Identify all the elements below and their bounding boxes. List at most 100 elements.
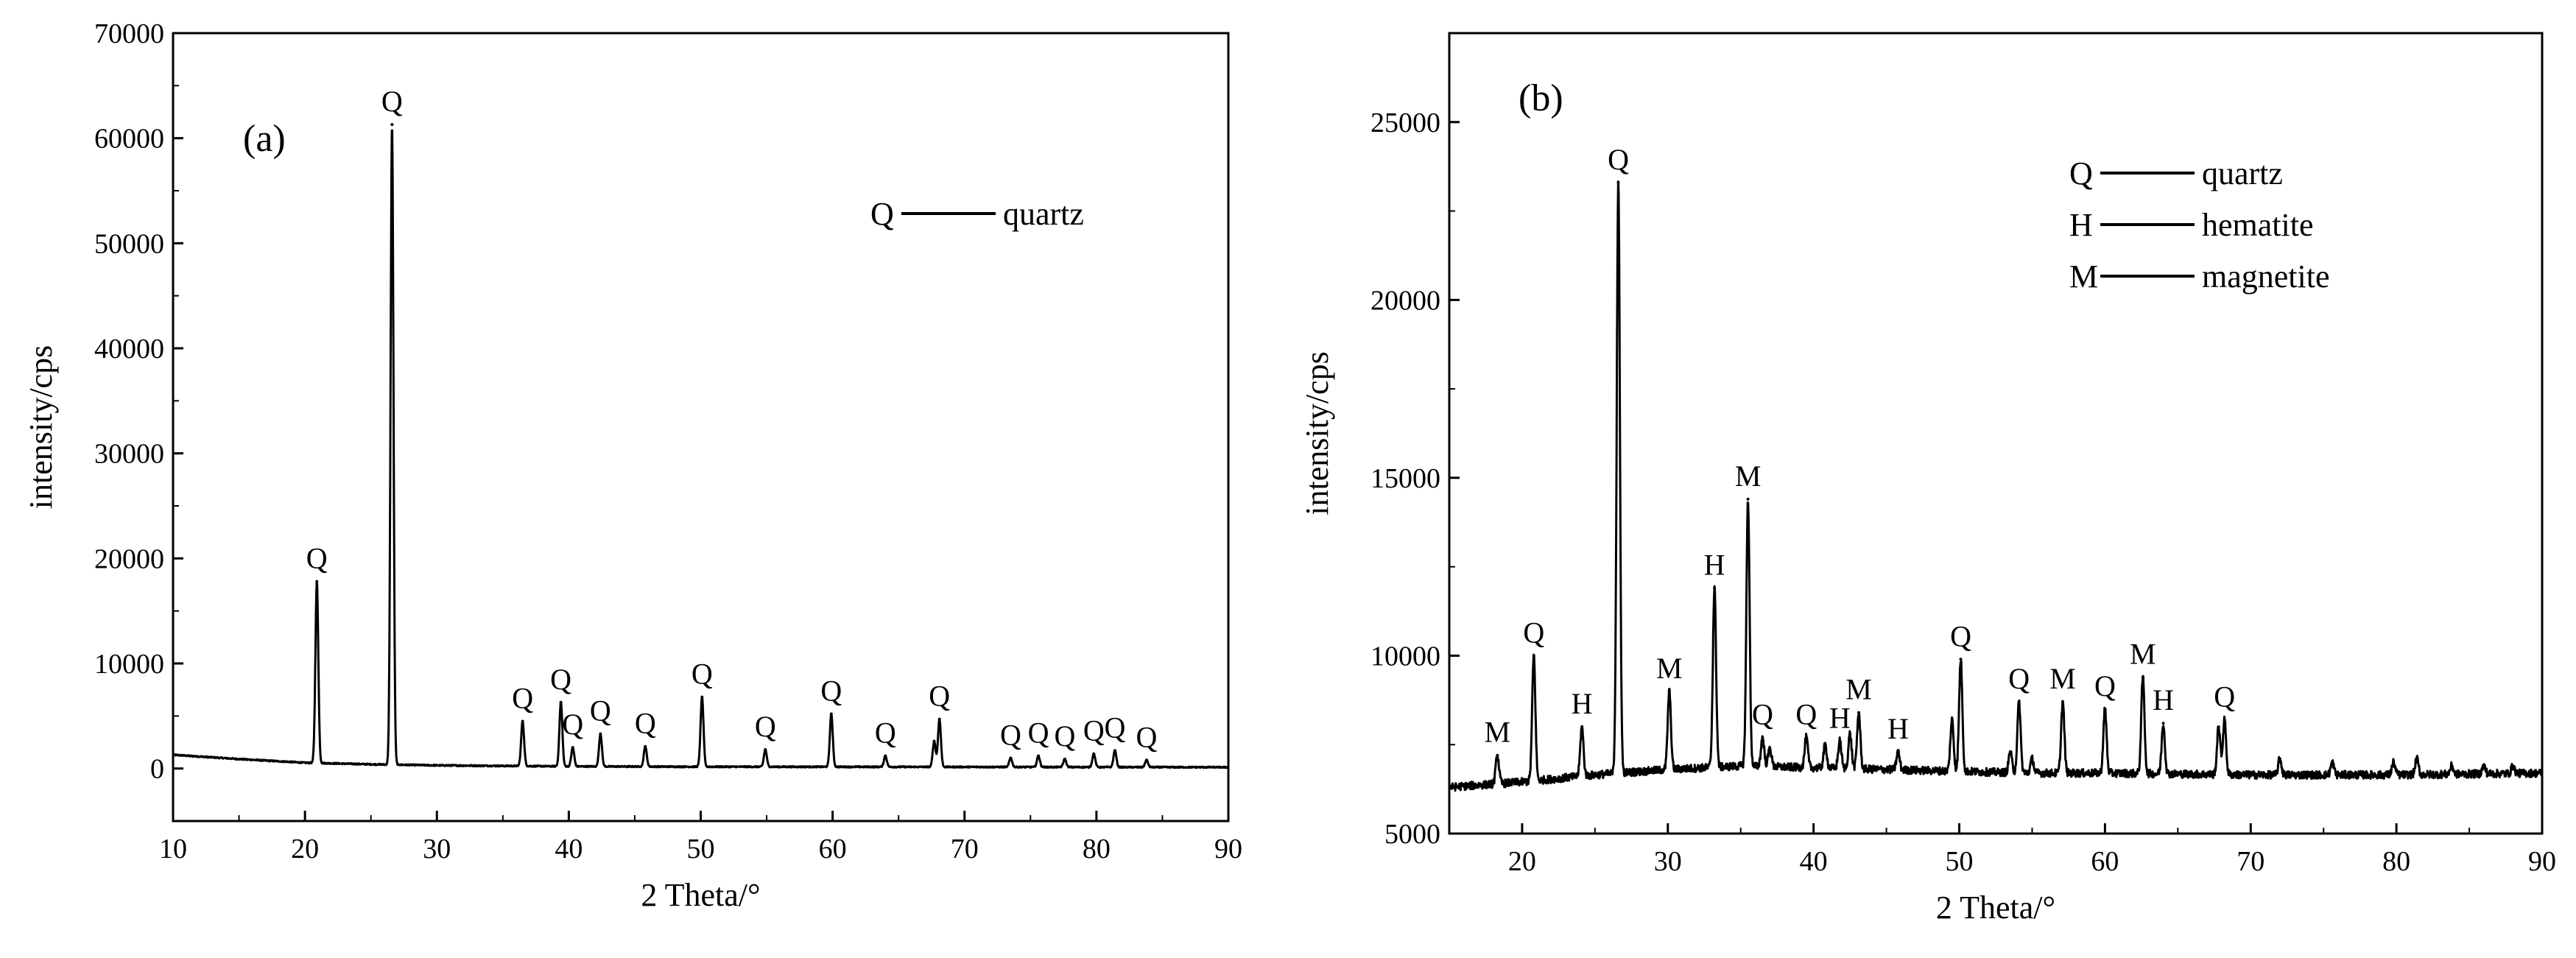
y-axis-title: intensity/cps [1299,351,1335,515]
peak-point [521,719,524,723]
x-tick-label: 70 [951,834,979,864]
legend-key: Q [870,196,894,232]
x-tick-label: 40 [1800,846,1828,877]
x-tick-label: 10 [159,834,187,864]
x-tick-label: 80 [2382,846,2410,877]
peak-label: Q [1950,619,1971,652]
legend-key: H [2069,207,2093,243]
peak-label: M [2049,662,2076,695]
peak-point [2061,700,2065,704]
panel-label: (b) [1518,77,1563,119]
peak-point [315,580,319,583]
peak-label: Q [820,674,842,707]
y-tick-label: 60000 [94,124,164,155]
x-tick-label: 80 [1083,834,1111,864]
peak-point [2482,764,2485,768]
peak-point [1580,725,1584,729]
diffraction-trace [172,129,1230,769]
peak-point [2008,750,2012,753]
peak-label: Q [550,663,571,696]
peak-point [1838,739,1842,743]
peak-point [829,712,833,716]
peak-point [390,123,394,127]
peak-point [1896,750,1900,753]
x-tick-label: 90 [2528,846,2556,877]
peak-point [1063,757,1066,761]
y-axis-title: intensity/cps [23,345,59,509]
peak-point [700,695,704,699]
chart-panel-a: 10 20 30 40 50 60 70 80 90 0 10000 20000 30000 40000 5… [23,18,1242,913]
peak-label: Q [755,710,776,743]
peak-label: M [1656,652,1683,685]
peak-label: Q [2094,669,2116,702]
peak-point [1768,747,1772,750]
peak-point [2450,764,2454,768]
peak-point [1804,736,1808,739]
peak-point [1144,758,1148,762]
peak-point [2030,757,2034,761]
peak-point [571,746,574,750]
x-axis-title: 2 Theta/° [641,877,760,913]
peak-label: Q [1795,698,1817,731]
y-tick-label: 50000 [94,228,164,259]
x-tick-label: 20 [1508,846,1536,877]
peak-point [1746,497,1750,501]
peak-label: Q [1000,718,1021,751]
x-tick-label: 50 [687,834,715,864]
peak-label: Q [929,680,950,713]
x-tick-label: 50 [1946,846,1974,877]
legend-name: magnetite [2202,258,2330,295]
y-tick-label: 20000 [94,543,164,574]
y-tick-label: 40000 [94,334,164,364]
peak-point [1496,753,1499,757]
peak-point [2223,718,2226,722]
x-tick-label: 60 [819,834,847,864]
x-tick-label: 30 [423,834,451,864]
peak-label: Q [635,707,656,740]
peak-point [1532,654,1535,658]
plot-frame [1448,32,2544,835]
y-tick-label: 20000 [1370,285,1440,316]
peak-label: Q [381,85,403,118]
peak-label: M [2130,637,2156,670]
y-tick-label: 70000 [94,18,164,49]
peak-label: H [1887,712,1909,745]
y-tick-label: 15000 [1370,463,1440,494]
x-axis-title: 2 Theta/° [1936,890,2055,926]
peak-point [1959,658,1963,661]
panel-label: (a) [243,118,286,160]
peak-label: Q [306,542,328,575]
peak-point [1857,711,1861,714]
peak-label: Q [1083,714,1105,747]
legend-name: hematite [2202,207,2314,243]
peak-point [937,717,941,721]
peak-label: Q [875,716,896,750]
peak-point [2511,764,2515,768]
chart-panel-b: 20 30 40 50 60 70 80 90 5000 10000 15000 20000 25000… [1299,32,2556,926]
peak-label: Q [2008,662,2030,695]
peak-point [764,747,767,751]
peak-label: Q [691,658,713,691]
y-tick-label: 30000 [94,439,164,470]
peak-point [1113,749,1116,753]
y-tick-label: 0 [150,754,164,785]
y-tick-label: 5000 [1384,819,1440,850]
peak-label: Q [562,708,583,741]
peak-label: Q [1105,711,1126,744]
peak-point [1009,756,1013,760]
peak-point [2278,757,2281,761]
peak-label: H [2153,683,2174,716]
peak-point [1823,743,1827,747]
peak-label: Q [1523,616,1544,649]
peak-label: M [1735,459,1762,493]
peak-label: Q [1608,143,1629,176]
peak-point [1848,732,1852,736]
peak-point [1950,718,1954,722]
peak-label: H [1572,687,1593,720]
y-tick-label: 10000 [94,649,164,680]
peak-point [644,744,647,748]
peak-label: H [1704,549,1725,582]
legend-name: quartz [1003,196,1084,232]
peak-point [1761,736,1764,739]
peak-point [1616,180,1620,184]
